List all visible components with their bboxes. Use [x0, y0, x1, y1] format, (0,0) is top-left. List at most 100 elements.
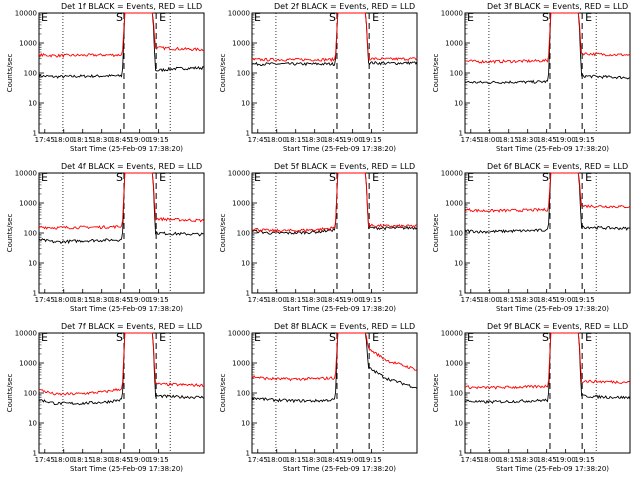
x-tick-label: 17:45	[248, 296, 268, 304]
y-axis-label: Counts/sec	[6, 54, 14, 93]
x-tick-label: 17:45	[248, 136, 268, 144]
event-end-marker: E	[585, 331, 592, 344]
y-tick-label: 10	[241, 260, 250, 268]
series-lld-line	[464, 332, 631, 390]
event-end-marker: E	[159, 331, 166, 344]
y-tick-label: 10	[454, 420, 463, 428]
x-axis-label: Start Time (25-Feb-09 17:38:20)	[496, 145, 609, 153]
panel-det-4f: Det 4f BLACK = Events, RED = LLD S E E 1 10 10…	[0, 160, 213, 320]
y-tick-label: 1	[459, 130, 463, 138]
event-start-marker: S	[116, 11, 123, 24]
x-tick-label: 18:15	[286, 456, 306, 464]
event-end-marker: E	[41, 171, 48, 184]
y-tick-label: 100	[24, 230, 37, 238]
y-axis-label: Counts/sec	[432, 54, 440, 93]
x-tick-label: 19:00	[343, 456, 363, 464]
x-tick-label: 18:45	[324, 136, 344, 144]
plot-frame	[464, 172, 631, 294]
x-tick-label: 18:15	[286, 136, 306, 144]
y-tick-label: 10	[454, 260, 463, 268]
x-tick-label: 19:15	[362, 296, 382, 304]
y-tick-label: 10000	[228, 10, 250, 18]
y-axis-label: Counts/sec	[432, 374, 440, 413]
event-end-marker: E	[467, 11, 474, 24]
x-axis-label: Start Time (25-Feb-09 17:38:20)	[283, 465, 396, 473]
panel-det-2f: Det 2f BLACK = Events, RED = LLD S E E 1 10 10…	[213, 0, 426, 160]
x-tick-label: 17:45	[461, 456, 481, 464]
y-tick-label: 1000	[232, 40, 250, 48]
event-start-marker: S	[542, 331, 549, 344]
chart-title: Det 9f BLACK = Events, RED = LLD	[487, 322, 628, 331]
y-tick-label: 1000	[19, 360, 37, 368]
y-tick-label: 10	[454, 100, 463, 108]
event-end-marker: E	[372, 331, 379, 344]
series-lld-line	[464, 172, 631, 213]
plot-frame	[251, 332, 418, 454]
event-start-marker: S	[329, 11, 336, 24]
x-tick-label: 18:30	[518, 296, 538, 304]
series-lld-line	[38, 12, 205, 59]
y-tick-label: 1	[246, 450, 250, 458]
x-tick-label: 18:15	[499, 456, 519, 464]
x-tick-label: 19:00	[556, 136, 576, 144]
series-events-line	[464, 172, 631, 234]
plot-frame	[251, 172, 418, 294]
y-tick-label: 1000	[445, 200, 463, 208]
x-tick-label: 18:30	[305, 296, 325, 304]
y-axis-label: Counts/sec	[6, 214, 14, 253]
y-tick-label: 10000	[228, 330, 250, 338]
x-axis-label: Start Time (25-Feb-09 17:38:20)	[70, 465, 183, 473]
x-tick-label: 18:45	[111, 136, 131, 144]
panel-det-8f: Det 8f BLACK = Events, RED = LLD S E E 1 10 10…	[213, 320, 426, 480]
y-tick-label: 100	[450, 70, 463, 78]
y-tick-label: 10000	[228, 170, 250, 178]
x-tick-label: 18:30	[305, 456, 325, 464]
y-tick-label: 10	[28, 100, 37, 108]
event-end-marker: E	[41, 331, 48, 344]
event-end-marker: E	[372, 171, 379, 184]
series-lld-line	[464, 12, 631, 64]
series-lld-line	[251, 12, 418, 63]
y-tick-label: 10000	[15, 330, 37, 338]
series-events-line	[464, 12, 631, 85]
chart-title: Det 4f BLACK = Events, RED = LLD	[61, 162, 202, 171]
chart-title: Det 2f BLACK = Events, RED = LLD	[274, 2, 415, 11]
x-tick-label: 18:15	[73, 456, 93, 464]
x-tick-label: 19:15	[149, 456, 169, 464]
x-tick-label: 18:15	[499, 296, 519, 304]
event-start-marker: S	[542, 171, 549, 184]
y-tick-label: 100	[24, 70, 37, 78]
y-tick-label: 100	[24, 390, 37, 398]
y-tick-label: 100	[237, 230, 250, 238]
y-tick-label: 10	[28, 420, 37, 428]
series-events-line	[251, 12, 418, 67]
event-start-marker: S	[116, 331, 123, 344]
x-tick-label: 18:00	[54, 456, 74, 464]
x-axis-label: Start Time (25-Feb-09 17:38:20)	[70, 145, 183, 153]
panel-det-3f: Det 3f BLACK = Events, RED = LLD S E E 1 10 10…	[426, 0, 639, 160]
x-tick-label: 19:00	[130, 296, 150, 304]
x-tick-label: 19:15	[575, 456, 595, 464]
y-tick-label: 10000	[441, 330, 463, 338]
y-tick-label: 10	[28, 260, 37, 268]
series-events-line	[38, 332, 205, 406]
plot-frame	[464, 332, 631, 454]
x-tick-label: 18:15	[499, 136, 519, 144]
series-events-line	[38, 12, 205, 79]
y-tick-label: 1	[459, 450, 463, 458]
chart-title: Det 3f BLACK = Events, RED = LLD	[487, 2, 628, 11]
x-tick-label: 19:00	[130, 456, 150, 464]
x-tick-label: 18:30	[92, 136, 112, 144]
panel-det-6f: Det 6f BLACK = Events, RED = LLD S E E 1 10 10…	[426, 160, 639, 320]
x-tick-label: 18:30	[518, 136, 538, 144]
y-tick-label: 1000	[232, 200, 250, 208]
plot-frame	[464, 12, 631, 134]
x-tick-label: 18:15	[286, 296, 306, 304]
y-axis-label: Counts/sec	[219, 54, 227, 93]
